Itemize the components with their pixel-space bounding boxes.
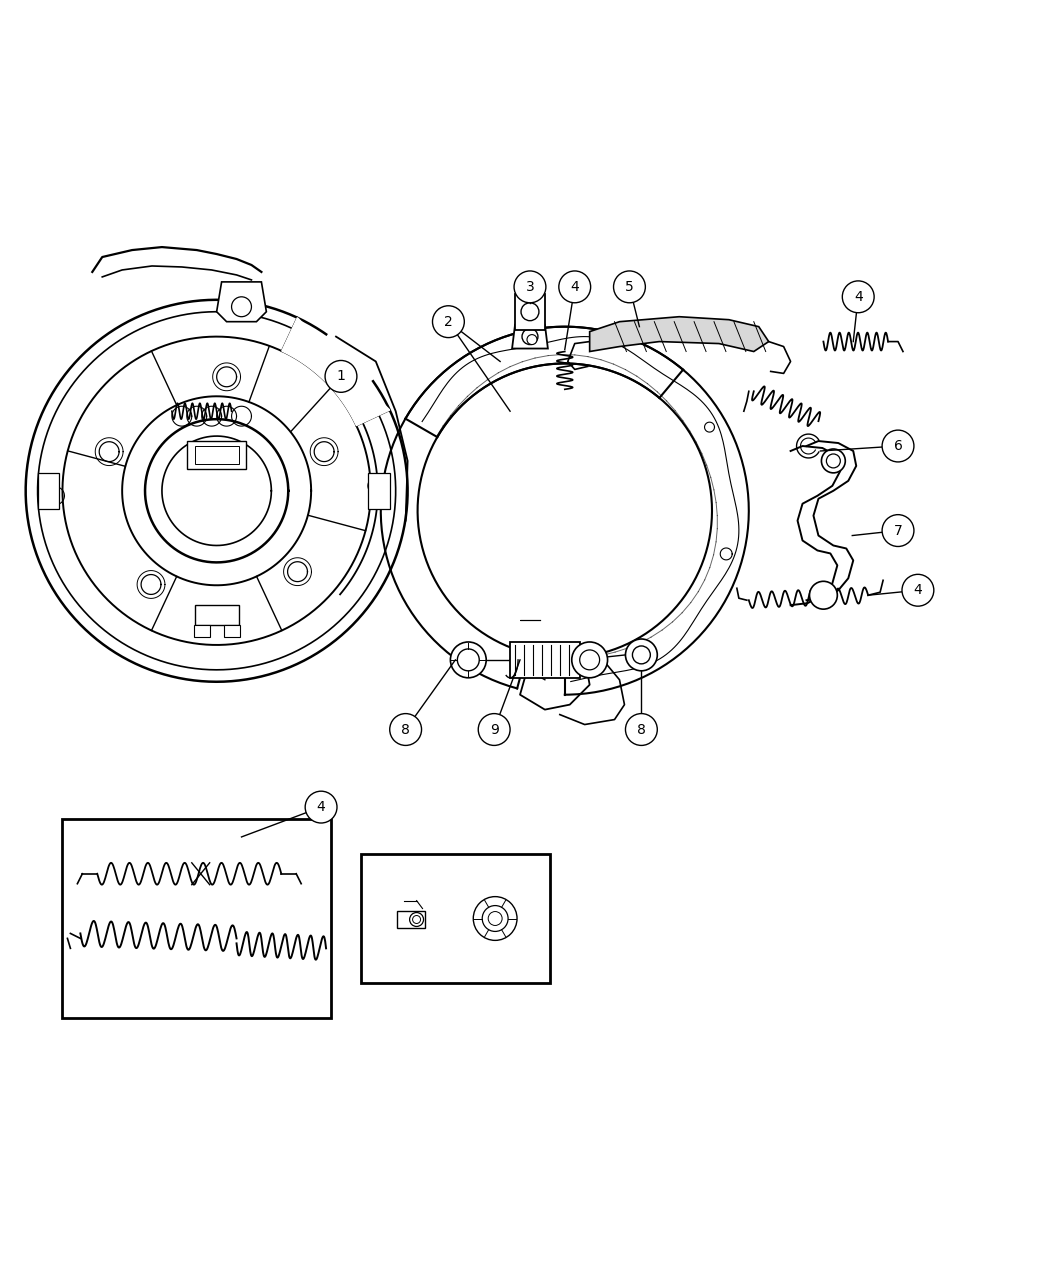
Polygon shape bbox=[281, 317, 390, 426]
Circle shape bbox=[433, 306, 464, 338]
Circle shape bbox=[410, 913, 423, 927]
Text: 8: 8 bbox=[637, 723, 646, 737]
Circle shape bbox=[413, 915, 421, 923]
Circle shape bbox=[232, 297, 251, 316]
Circle shape bbox=[390, 714, 421, 746]
Text: 4: 4 bbox=[914, 583, 922, 597]
Bar bbox=[368, 473, 390, 509]
Circle shape bbox=[632, 646, 650, 664]
Bar bbox=[62, 819, 331, 1017]
Circle shape bbox=[626, 639, 657, 671]
Text: 2: 2 bbox=[444, 315, 453, 329]
Circle shape bbox=[478, 714, 510, 746]
Circle shape bbox=[572, 643, 608, 678]
Bar bbox=[510, 643, 580, 678]
Circle shape bbox=[474, 896, 517, 941]
Bar bbox=[224, 625, 239, 638]
Bar bbox=[194, 446, 238, 464]
Polygon shape bbox=[590, 316, 769, 352]
Circle shape bbox=[821, 449, 845, 473]
Text: 3: 3 bbox=[526, 280, 534, 293]
Text: 4: 4 bbox=[570, 280, 580, 293]
Bar bbox=[361, 854, 550, 983]
Circle shape bbox=[810, 581, 837, 609]
Text: 6: 6 bbox=[894, 439, 902, 453]
Circle shape bbox=[580, 650, 600, 669]
Bar bbox=[397, 910, 424, 928]
Circle shape bbox=[450, 643, 486, 678]
Circle shape bbox=[521, 302, 539, 321]
Circle shape bbox=[326, 361, 357, 393]
Polygon shape bbox=[512, 325, 548, 348]
Text: 9: 9 bbox=[489, 723, 499, 737]
Text: 5: 5 bbox=[625, 280, 634, 293]
Polygon shape bbox=[216, 282, 267, 321]
Bar bbox=[194, 625, 210, 638]
Text: 7: 7 bbox=[894, 524, 902, 538]
Circle shape bbox=[522, 329, 538, 344]
Circle shape bbox=[842, 280, 875, 312]
Circle shape bbox=[514, 272, 546, 302]
Circle shape bbox=[613, 272, 646, 302]
Text: 4: 4 bbox=[317, 801, 326, 815]
Circle shape bbox=[882, 515, 914, 547]
Circle shape bbox=[902, 574, 933, 606]
Circle shape bbox=[626, 714, 657, 746]
Bar bbox=[516, 293, 545, 330]
Circle shape bbox=[458, 649, 479, 671]
Circle shape bbox=[306, 792, 337, 824]
Circle shape bbox=[527, 334, 537, 344]
Bar bbox=[38, 473, 60, 509]
Text: 8: 8 bbox=[401, 723, 411, 737]
Circle shape bbox=[559, 272, 591, 302]
Bar bbox=[187, 441, 247, 469]
Circle shape bbox=[482, 905, 508, 932]
Text: 1: 1 bbox=[337, 370, 345, 384]
Bar bbox=[194, 606, 238, 625]
Circle shape bbox=[488, 912, 502, 926]
Text: 4: 4 bbox=[854, 289, 863, 303]
Circle shape bbox=[882, 430, 914, 462]
Circle shape bbox=[826, 454, 840, 468]
